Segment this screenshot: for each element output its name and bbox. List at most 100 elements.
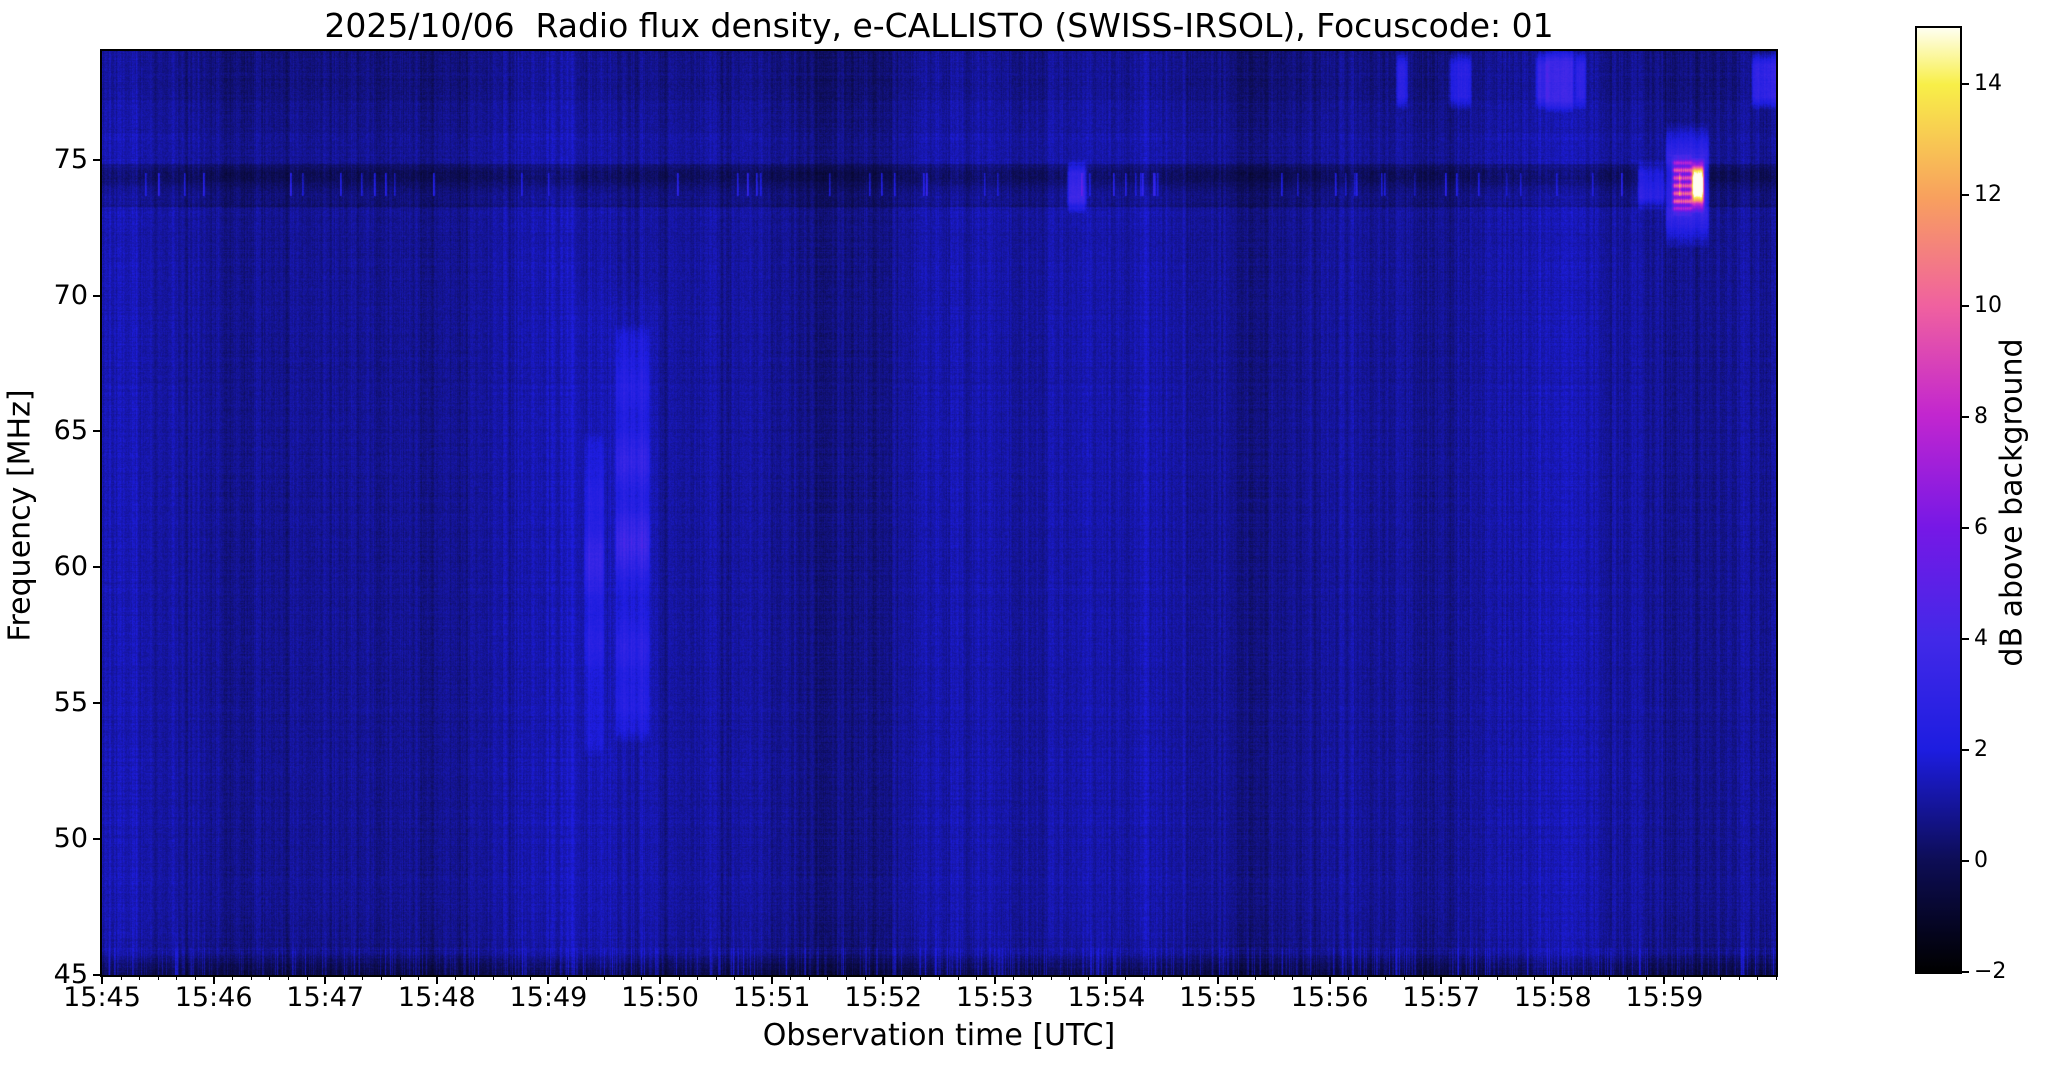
x-minor-tick (1236, 975, 1238, 980)
colorbar-tick-label: 10 (1974, 292, 2002, 318)
x-minor-tick (306, 975, 308, 980)
figure-title: 2025/10/06 Radio flux density, e-CALLIST… (324, 6, 1554, 45)
x-minor-tick (1534, 975, 1536, 980)
x-tick-label: 15:47 (286, 982, 365, 1013)
y-tick-label: 60 (53, 551, 88, 583)
x-tick-label: 15:54 (1067, 982, 1146, 1013)
colorbar-tick-label: 6 (1974, 514, 1988, 540)
y-tick-label: 65 (53, 415, 88, 447)
x-minor-tick (1404, 975, 1405, 980)
x-minor-tick (604, 975, 606, 980)
x-major-tick (1217, 975, 1219, 984)
x-tick-label: 15:50 (621, 982, 699, 1013)
x-major-tick (1105, 975, 1108, 984)
y-tick-label: 50 (53, 823, 88, 855)
x-minor-tick (808, 975, 810, 980)
x-minor-tick (678, 975, 680, 980)
x-minor-tick (474, 975, 475, 980)
x-minor-tick (1292, 975, 1294, 980)
colorbar-tick (1962, 82, 1969, 85)
x-minor-tick (1366, 975, 1368, 980)
y-major-tick (93, 566, 102, 569)
x-minor-tick (139, 975, 141, 980)
x-minor-tick (1738, 975, 1740, 980)
x-minor-tick (939, 975, 940, 980)
x-tick-label: 15:57 (1402, 982, 1481, 1013)
x-major-tick (435, 975, 438, 984)
x-major-tick (101, 975, 103, 984)
colorbar-tick (1962, 859, 1969, 862)
x-minor-tick (715, 975, 717, 980)
x-minor-tick (697, 975, 699, 980)
colorbar-title: dB above background (1994, 338, 2030, 667)
x-minor-tick (734, 975, 736, 980)
colorbar-tick-label: 0 (1974, 847, 1988, 873)
x-minor-tick (418, 975, 420, 980)
x-minor-tick (1776, 975, 1777, 980)
x-major-tick (659, 975, 661, 984)
x-major-tick (324, 975, 327, 984)
x-minor-tick (1571, 975, 1573, 980)
colorbar-tick-label: 2 (1974, 736, 1988, 762)
x-minor-tick (176, 975, 178, 980)
x-minor-tick (250, 975, 252, 980)
x-minor-tick (957, 975, 959, 980)
y-major-tick (93, 974, 102, 976)
x-major-tick (547, 975, 550, 984)
x-minor-tick (1478, 975, 1480, 980)
x-minor-tick (1087, 975, 1089, 980)
x-minor-tick (1162, 975, 1164, 980)
y-major-tick (93, 294, 102, 297)
y-major-tick (93, 702, 102, 705)
x-tick-label: 15:51 (732, 982, 811, 1013)
x-minor-tick (901, 975, 903, 980)
colorbar-tick-label: −2 (1974, 959, 2007, 984)
y-major-tick (93, 838, 102, 841)
x-minor-tick (399, 975, 401, 980)
x-tick-label: 15:55 (1179, 982, 1257, 1013)
y-major-tick (93, 158, 102, 161)
x-minor-tick (381, 975, 382, 980)
x-major-tick (882, 975, 885, 984)
x-minor-tick (1515, 975, 1517, 980)
colorbar-tick (1962, 748, 1969, 751)
x-minor-tick (790, 975, 792, 980)
y-major-tick (93, 430, 102, 433)
spectrogram-plot-area (100, 49, 1778, 977)
x-major-tick (993, 975, 996, 984)
x-minor-tick (492, 975, 494, 980)
x-minor-tick (1255, 975, 1257, 980)
x-minor-tick (120, 975, 122, 980)
x-minor-tick (1757, 975, 1759, 980)
x-minor-tick (1385, 975, 1387, 980)
x-minor-tick (1032, 975, 1033, 980)
x-minor-tick (1608, 975, 1610, 980)
colorbar-tick (1962, 304, 1969, 307)
x-minor-tick (827, 975, 829, 980)
x-minor-tick (1701, 975, 1703, 980)
x-minor-tick (529, 975, 531, 980)
x-minor-tick (1645, 975, 1647, 980)
y-tick-label: 70 (53, 279, 88, 311)
x-minor-tick (1590, 975, 1591, 980)
x-tick-label: 15:53 (955, 982, 1034, 1013)
x-axis-title: Observation time [UTC] (762, 1018, 1116, 1053)
x-tick-label: 15:48 (397, 982, 476, 1013)
x-minor-tick (232, 975, 234, 980)
x-minor-tick (1627, 975, 1629, 980)
colorbar-tick (1962, 971, 1969, 973)
x-minor-tick (269, 975, 271, 980)
x-minor-tick (585, 975, 587, 980)
colorbar (1915, 26, 1962, 974)
colorbar-tick (1962, 193, 1969, 196)
x-major-tick (1551, 975, 1554, 984)
x-minor-tick (1125, 975, 1126, 980)
colorbar-tick-label: 4 (1974, 625, 1988, 651)
x-minor-tick (846, 975, 847, 980)
x-minor-tick (753, 975, 754, 980)
y-tick-label: 45 (53, 959, 88, 990)
x-major-tick (1663, 975, 1666, 984)
x-minor-tick (1050, 975, 1052, 980)
x-major-tick (770, 975, 773, 984)
x-minor-tick (622, 975, 624, 980)
